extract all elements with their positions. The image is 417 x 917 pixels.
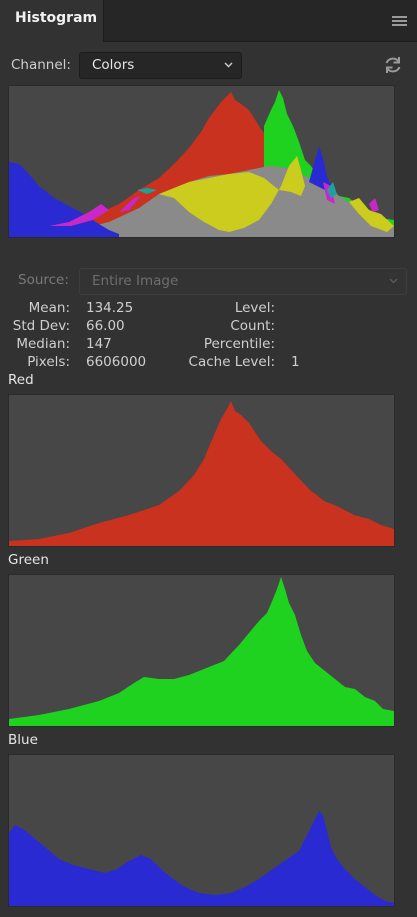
red-histogram-label: Red [8, 372, 34, 388]
refresh-icon[interactable] [382, 54, 404, 76]
percentile-label: Percentile: [203, 336, 275, 352]
chevron-down-icon [389, 278, 398, 284]
channel-select-value: Colors [92, 57, 135, 73]
colors-histogram-graph [9, 90, 394, 237]
green-histogram-graph [9, 577, 394, 726]
level-label: Level: [234, 300, 275, 316]
pixels-label: Pixels: [27, 354, 70, 370]
blue-histogram-label: Blue [8, 732, 38, 748]
histogram-tab[interactable]: Histogram [0, 0, 104, 42]
panel-tab-bar: Histogram [0, 0, 417, 42]
std-dev-value: 66.00 [86, 318, 125, 334]
cache-level-label: Cache Level: [188, 354, 275, 370]
blue-histogram-graph [9, 811, 394, 906]
mean-value: 134.25 [86, 300, 134, 316]
colors-histogram [8, 85, 395, 238]
source-select[interactable]: Entire Image [79, 268, 407, 295]
red-histogram-graph [9, 401, 394, 546]
hamburger-menu-icon[interactable] [392, 16, 407, 28]
std-dev-label: Std Dev: [12, 318, 70, 334]
median-label: Median: [16, 336, 70, 352]
mean-label: Mean: [28, 300, 70, 316]
source-label: Source: [18, 272, 69, 288]
blue-histogram [8, 754, 395, 907]
cache-level-value: 1 [291, 354, 300, 370]
source-select-value: Entire Image [92, 273, 179, 289]
channel-select[interactable]: Colors [79, 52, 242, 79]
pixels-value: 6606000 [86, 354, 147, 370]
channel-label: Channel: [11, 57, 71, 73]
green-histogram-label: Green [8, 552, 49, 568]
median-value: 147 [86, 336, 112, 352]
count-label: Count: [230, 318, 275, 334]
red-histogram [8, 394, 395, 547]
chevron-down-icon [224, 62, 233, 68]
green-histogram [8, 574, 395, 727]
